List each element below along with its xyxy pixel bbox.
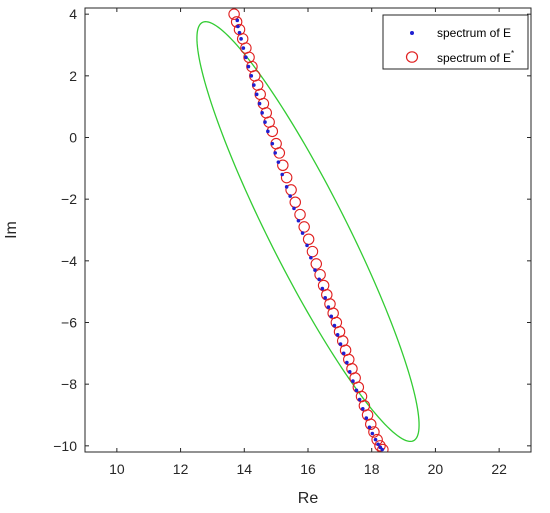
dot-point (309, 255, 313, 260)
y-axis-label: Im (3, 221, 20, 239)
dot-point (300, 231, 305, 235)
x-tick-label: 10 (109, 461, 125, 477)
circle-point (277, 159, 289, 172)
x-tick-label: 18 (364, 461, 380, 477)
dot-point (345, 360, 349, 365)
dot-point (292, 206, 296, 211)
circle-point (365, 418, 377, 430)
y-tick-label: −8 (61, 376, 77, 392)
dot-point (288, 194, 292, 198)
dot-point (263, 120, 267, 124)
x-tick-label: 22 (491, 461, 507, 477)
circle-point (368, 426, 380, 438)
dot-point (376, 442, 380, 447)
dot-point (351, 379, 355, 383)
y-tick-label: −4 (61, 253, 77, 269)
dot-point (323, 296, 328, 300)
x-tick-label: 12 (173, 461, 189, 477)
plot-content (196, 8, 420, 452)
dot-point (380, 447, 385, 452)
dot-point (317, 277, 321, 282)
circle-point (374, 440, 386, 452)
dot-point (329, 314, 334, 319)
dot-point (360, 407, 365, 411)
dot-point (332, 323, 337, 328)
circle-point (302, 233, 315, 246)
dot-point (276, 160, 281, 164)
y-tick-label: 4 (69, 6, 77, 22)
circle-point (294, 208, 306, 221)
dot-point (370, 431, 375, 436)
green-ellipse (196, 21, 420, 443)
dot-point (296, 218, 301, 223)
y-tick-label: −6 (61, 315, 77, 331)
dot-point (326, 305, 331, 309)
x-tick-label: 14 (236, 461, 252, 477)
x-tick-label: 16 (300, 461, 316, 477)
dot-point (354, 388, 359, 393)
dot-point (266, 129, 270, 134)
y-tick-label: 0 (69, 130, 77, 146)
y-axis: −10 −8 −6 −4 −2 0 2 4 (53, 6, 531, 454)
circle-point (377, 443, 389, 452)
dot-point (249, 74, 254, 78)
dot-point (236, 24, 240, 29)
dot-point (338, 342, 343, 346)
dot-point (254, 92, 259, 97)
legend-dot-marker (410, 31, 414, 35)
dot-point (257, 101, 262, 106)
dot-point (305, 243, 309, 248)
dot-series (235, 18, 385, 452)
circle-point (228, 8, 240, 20)
dot-point (252, 83, 256, 87)
dot-point (367, 425, 372, 430)
x-axis-label: Re (298, 490, 319, 507)
dot-point (273, 151, 277, 155)
circle-point (306, 245, 319, 258)
dot-point (313, 268, 317, 272)
dot-point (235, 18, 240, 23)
dot-point (260, 111, 264, 115)
circle-point (298, 221, 310, 233)
legend-label-circles: spectrum of E* (437, 49, 514, 65)
y-tick-label: −2 (61, 191, 77, 207)
circle-point (280, 171, 293, 184)
dot-point (280, 172, 284, 177)
dot-point (320, 286, 325, 291)
dot-point (341, 351, 346, 356)
dot-point (284, 185, 289, 189)
legend-label-dots: spectrum of E (437, 26, 511, 40)
dot-point (270, 141, 275, 146)
y-tick-label: 2 (69, 68, 77, 84)
x-tick-label: 20 (428, 461, 444, 477)
dot-point (239, 37, 243, 41)
legend: spectrum of E spectrum of E* (382, 14, 529, 70)
dot-point (373, 437, 378, 442)
dot-point (357, 397, 362, 402)
dot-point (246, 64, 251, 69)
dot-point (241, 46, 246, 50)
dot-point (237, 30, 242, 35)
dot-point (244, 55, 248, 60)
dot-point (347, 370, 352, 374)
legend-circle-marker (405, 51, 419, 63)
x-axis: 10 12 14 16 18 20 22 (109, 8, 507, 477)
dot-point (364, 416, 369, 420)
y-tick-label: −10 (53, 438, 77, 454)
dot-point (335, 333, 340, 337)
